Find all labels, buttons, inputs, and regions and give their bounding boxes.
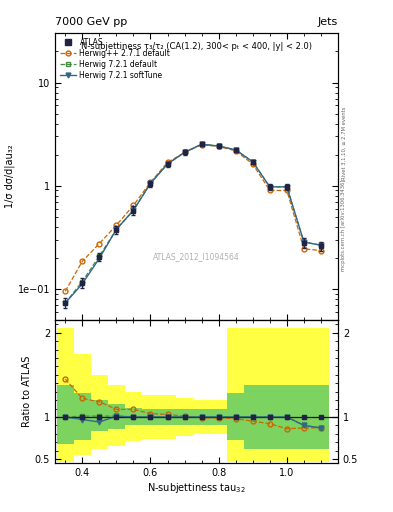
Text: mcplots.cern.ch [arXiv:1306.3436]: mcplots.cern.ch [arXiv:1306.3436] xyxy=(342,180,346,271)
Legend: ATLAS, Herwig++ 2.7.1 default, Herwig 7.2.1 default, Herwig 7.2.1 softTune: ATLAS, Herwig++ 2.7.1 default, Herwig 7.… xyxy=(58,36,172,81)
Y-axis label: 1/σ dσ/d|au₃₂: 1/σ dσ/d|au₃₂ xyxy=(4,145,15,208)
Text: Rivet 3.1.10, ≥ 2.7M events: Rivet 3.1.10, ≥ 2.7M events xyxy=(342,106,346,180)
Text: ATLAS_2012_I1094564: ATLAS_2012_I1094564 xyxy=(153,252,240,262)
X-axis label: N-subjettiness tau$_{32}$: N-subjettiness tau$_{32}$ xyxy=(147,481,246,495)
Y-axis label: Ratio to ATLAS: Ratio to ATLAS xyxy=(22,356,32,428)
Text: 7000 GeV pp: 7000 GeV pp xyxy=(55,16,127,27)
Text: Jets: Jets xyxy=(318,16,338,27)
Text: N-subjettiness τ₃/τ₂ (CA(1.2), 300< pₜ < 400, |y| < 2.0): N-subjettiness τ₃/τ₂ (CA(1.2), 300< pₜ <… xyxy=(81,42,312,51)
